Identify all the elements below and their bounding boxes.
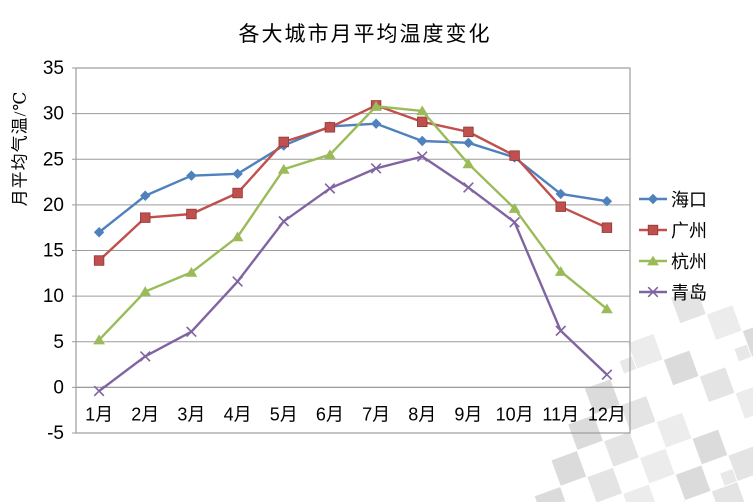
- data-point: [647, 286, 659, 298]
- data-point: [370, 118, 382, 129]
- data-point: [278, 136, 289, 148]
- legend-label: 广州: [671, 221, 707, 241]
- x-axis-tick-label: 10月: [496, 404, 534, 424]
- legend-marker-triangle-icon: [639, 255, 667, 266]
- data-point: [647, 193, 659, 205]
- legend-marker-diamond-icon: [639, 193, 667, 205]
- x-axis-tick-label: 9月: [454, 404, 482, 424]
- data-point: [93, 385, 105, 397]
- x-axis-tick-label: 8月: [408, 404, 436, 424]
- y-axis-tick-label: 5: [53, 332, 64, 353]
- data-point: [463, 137, 474, 149]
- x-axis-tick-label: 2月: [131, 404, 159, 424]
- legend-marker-square-icon: [639, 224, 667, 236]
- x-axis-tick-label: 11月: [542, 404, 579, 424]
- y-axis-tick-label: 15: [43, 241, 64, 262]
- y-axis-tick-label: 10: [43, 286, 64, 307]
- legend-item-hangzhou: 杭州: [638, 250, 707, 272]
- y-axis-labels: -5 0 5 10 15 20 25 30 35: [43, 58, 64, 444]
- data-point: [417, 135, 428, 147]
- data-point: [601, 196, 613, 207]
- data-point: [601, 369, 613, 380]
- data-point: [509, 216, 520, 228]
- data-point: [554, 266, 567, 276]
- data-point: [555, 201, 566, 212]
- legend-label: 海口: [671, 190, 707, 210]
- legend-marker-x-icon: [639, 286, 667, 298]
- data-point: [93, 255, 105, 266]
- x-axis-tick-label: 4月: [224, 404, 252, 424]
- data-point: [601, 222, 613, 233]
- data-point: [647, 224, 659, 236]
- data-point: [93, 227, 105, 238]
- series-hangzhou: [93, 100, 613, 345]
- data-point: [93, 334, 105, 345]
- data-point: [139, 350, 151, 362]
- data-point: [508, 203, 521, 213]
- data-point: [232, 168, 243, 180]
- data-point: [186, 208, 197, 220]
- data-point: [555, 188, 566, 200]
- data-point: [324, 149, 336, 160]
- legend-item-guangzhou: 广州: [638, 219, 707, 241]
- data-point: [278, 215, 290, 227]
- y-axis-tick-label: 0: [53, 377, 64, 398]
- y-axis-tick-label: -5: [47, 423, 64, 444]
- data-point: [370, 100, 382, 111]
- data-point: [185, 267, 198, 277]
- y-axis-tick-label: 25: [43, 149, 64, 170]
- y-axis-tick-label: 30: [43, 104, 64, 125]
- data-point: [186, 326, 197, 338]
- data-point: [555, 325, 567, 337]
- data-point: [231, 231, 244, 242]
- data-point: [232, 187, 243, 199]
- plot-border: [75, 67, 631, 434]
- data-point: [139, 286, 152, 296]
- legend-item-haikou: 海口: [638, 188, 707, 210]
- x-axis-tick-label: 6月: [316, 404, 344, 424]
- data-point: [416, 105, 429, 116]
- data-point: [417, 116, 428, 128]
- data-point: [140, 190, 151, 201]
- data-point: [324, 183, 336, 194]
- chart-title: 各大城市月平均温度变化: [238, 22, 492, 46]
- data-point: [647, 255, 659, 266]
- chart-legend: 海口 广州 杭州 青岛: [638, 188, 707, 303]
- data-point: [416, 151, 428, 162]
- data-point: [324, 122, 336, 133]
- x-axis-tick-label: 7月: [362, 404, 390, 424]
- data-point: [232, 276, 243, 287]
- legend-label: 青岛: [671, 283, 707, 303]
- data-point: [463, 182, 474, 193]
- x-axis-tick-label: 1月: [85, 404, 113, 424]
- data-point: [462, 158, 475, 169]
- x-axis-tick-label: 5月: [270, 404, 298, 424]
- series-line: [98, 105, 608, 341]
- x-axis-tick-label: 12月: [588, 404, 626, 424]
- legend-label: 杭州: [671, 252, 707, 272]
- series-qingdao: [93, 151, 613, 397]
- legend-item-qingdao: 青岛: [638, 281, 707, 303]
- y-axis-tick-label: 20: [43, 195, 64, 216]
- x-axis-labels: 1月 2月 3月 4月 5月 6月 7月 8月 9月 10月 11月 12月: [85, 404, 626, 424]
- data-point: [463, 126, 474, 138]
- data-point: [601, 303, 613, 314]
- data-point: [140, 212, 151, 223]
- x-axis-tick-label: 3月: [177, 404, 205, 424]
- y-axis-title: 月平均气温/℃: [10, 90, 30, 207]
- series-line: [98, 104, 608, 262]
- data-point: [277, 163, 290, 174]
- data-point: [186, 170, 197, 181]
- series-line: [98, 155, 608, 392]
- y-axis-tick-label: 35: [43, 58, 64, 79]
- series-guangzhou: [93, 100, 613, 266]
- data-point: [509, 150, 520, 161]
- data-point: [370, 163, 382, 174]
